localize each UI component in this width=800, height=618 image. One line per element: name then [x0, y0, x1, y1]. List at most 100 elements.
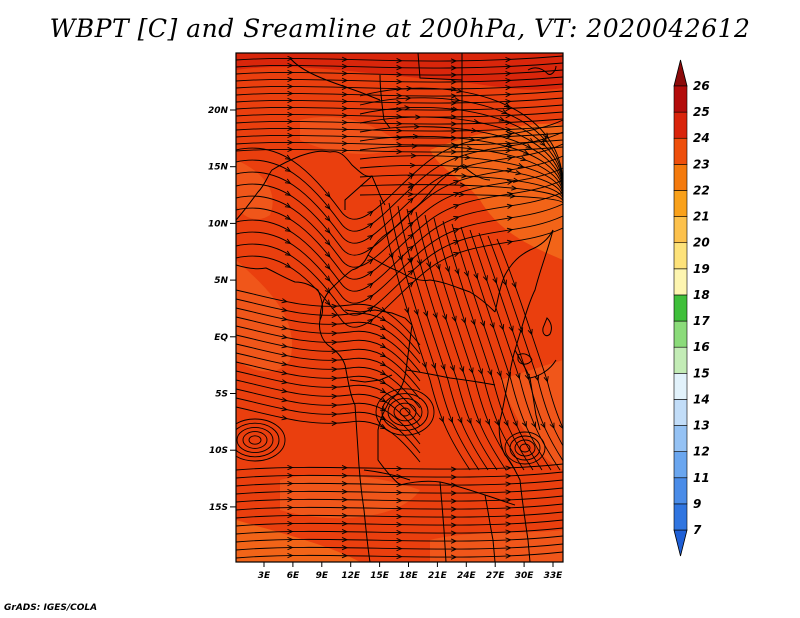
streamline-arrow: [396, 513, 403, 520]
streamline-arrow: [432, 312, 438, 320]
streamline: [236, 111, 563, 118]
streamline: [236, 418, 286, 462]
streamline-arrow: [341, 147, 349, 153]
streamline: [236, 511, 563, 519]
streamline-arrow: [505, 78, 512, 84]
streamline-arrow: [450, 72, 458, 78]
lon-tick-label: 9E: [316, 571, 329, 581]
streamline-arrow: [506, 371, 512, 379]
streamline-arrow: [453, 204, 460, 209]
streamline-arrow: [284, 226, 292, 232]
colorbar-segment: [673, 372, 688, 400]
streamline-arrow: [287, 62, 294, 69]
streamline-arrow: [453, 228, 460, 233]
streamline-arrow: [324, 287, 331, 294]
streamline-arrow: [505, 497, 512, 503]
streamline-arrow: [450, 482, 458, 488]
streamline: [236, 361, 421, 418]
streamline-arrow: [407, 197, 414, 204]
latitude-axis: 20N 15N 10N 5N EQ 5S 10S 15S: [208, 106, 236, 513]
streamline-arrow: [492, 277, 498, 284]
streamline-arrow: [396, 473, 403, 480]
streamline: [519, 443, 531, 453]
colorbar-segment: [673, 242, 688, 270]
streamline-arrow: [413, 309, 419, 316]
streamline-arrow: [380, 415, 387, 421]
streamline-arrow: [281, 361, 288, 367]
streamline: [359, 184, 563, 202]
colorbar-segment: [673, 268, 688, 296]
streamline: [509, 435, 541, 461]
streamline: [236, 76, 563, 83]
streamline-arrow: [506, 227, 514, 233]
streamline: [236, 83, 563, 90]
streamline-arrow: [380, 343, 387, 349]
streamline-arrow: [324, 263, 331, 270]
streamline-arrow: [287, 104, 294, 111]
streamline-arrow: [450, 498, 458, 504]
streamline-arrow: [331, 384, 338, 390]
streamline: [236, 397, 421, 454]
streamline-arrow: [468, 367, 474, 374]
colorbar-segment: [673, 164, 688, 191]
streamline-arrow: [284, 250, 292, 256]
streamline-arrow: [449, 365, 455, 372]
streamline-arrow: [341, 537, 349, 543]
plot-frame: [235, 52, 564, 563]
streamline-arrow: [341, 513, 349, 519]
streamline-arrow: [435, 263, 441, 271]
streamline-arrow: [287, 520, 294, 527]
streamline-arrow: [284, 214, 292, 220]
streamline-arrow: [448, 416, 454, 424]
streamline: [424, 214, 516, 471]
streamline: [359, 164, 563, 198]
streamline: [451, 223, 543, 471]
streamline: [236, 388, 421, 445]
streamline-arrow: [453, 180, 460, 185]
streamline-arrow: [341, 140, 349, 146]
streamline-arrow: [367, 234, 374, 241]
streamline: [236, 307, 421, 364]
streamline: [248, 435, 262, 445]
colorbar-label: 13: [693, 419, 710, 433]
lon-tick-label: 21E: [428, 571, 448, 581]
streamline-arrow: [331, 330, 338, 336]
colorbar-label: 9: [693, 497, 701, 511]
streamline-arrow: [287, 472, 294, 479]
streamline-arrow: [539, 140, 546, 147]
streamline-arrow: [287, 83, 294, 90]
colorbar: 7 9 11 12 13 14 15 16 17 18 19 20 21 22 23 24 25 26: [673, 59, 710, 557]
streamline-arrow: [415, 114, 422, 120]
streamline-arrow: [281, 343, 288, 349]
streamline-arrow: [408, 182, 415, 188]
streamline-arrow: [396, 72, 403, 78]
streamline-arrow: [506, 179, 514, 185]
streamline: [236, 55, 563, 62]
streamline-arrow: [461, 173, 468, 179]
streamline-arrow: [324, 251, 331, 258]
streamline-arrow: [287, 488, 294, 495]
streamline-arrow: [505, 85, 512, 91]
lon-tick-label: 33E: [544, 571, 564, 581]
streamline: [236, 167, 563, 268]
streamline-arrow: [287, 146, 294, 153]
streamline-arrow: [512, 420, 518, 428]
streamline-arrow: [331, 303, 338, 309]
streamline-arrow: [367, 210, 374, 217]
streamline-arrow: [341, 77, 349, 83]
streamline-arrow: [341, 521, 349, 527]
streamline-arrow: [498, 116, 506, 122]
longitude-axis: 3E 6E 9E 12E 15E 18E 21E 24E 27E 30E 33E: [258, 562, 563, 581]
streamline-arrow: [453, 192, 460, 197]
streamline: [236, 325, 421, 382]
streamline-arrow: [450, 474, 458, 480]
streamline-arrow: [505, 505, 512, 511]
streamline-arrow: [341, 489, 349, 495]
colorbar-max-arrow: [673, 59, 688, 87]
streamline-arrow: [281, 298, 288, 304]
lat-tick-label: 20N: [208, 106, 229, 116]
streamline-arrow: [331, 339, 338, 345]
streamline: [359, 87, 563, 184]
streamline-arrow: [287, 118, 294, 125]
streamline-arrow: [517, 162, 525, 169]
